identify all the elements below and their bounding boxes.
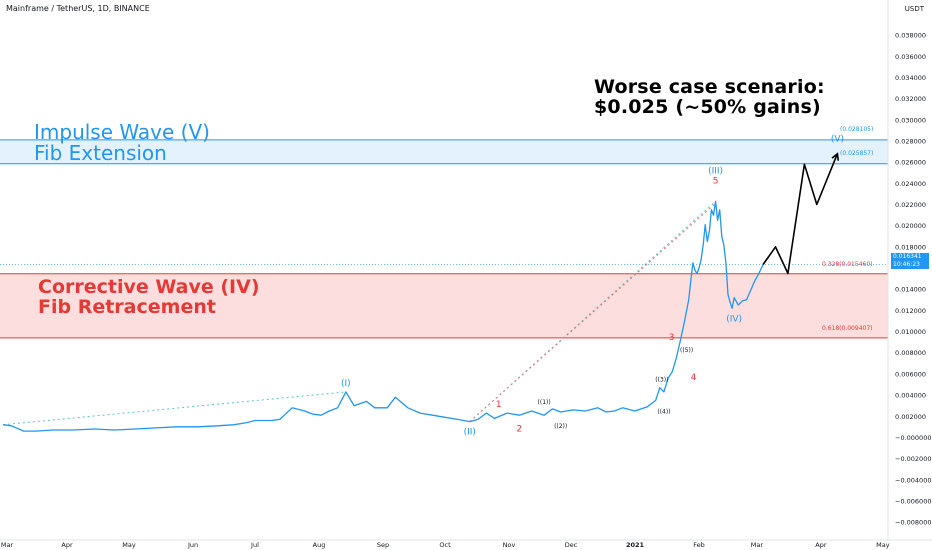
price-axis: 0.038000 0.036000 0.034000 0.032000 0.030000… xyxy=(887,0,931,540)
time-tick-label: Mar xyxy=(751,541,764,549)
time-tick-label: Oct xyxy=(439,541,451,549)
wave-label: (II) xyxy=(464,428,476,438)
wave-label: (V) xyxy=(831,135,844,145)
time-tick-label: Sep xyxy=(377,541,389,549)
wave-label: 5 xyxy=(713,176,719,186)
price-tick-label: 0.036000 xyxy=(895,53,926,61)
wave-label: 3 xyxy=(669,333,675,343)
price-tick-label: 0.004000 xyxy=(895,392,926,400)
impulse-wave-annotation: Impulse Wave (V) Fib Extension xyxy=(34,122,210,164)
projection-line xyxy=(762,153,839,275)
wave-label: ((2)) xyxy=(554,423,567,430)
wave-label: 2 xyxy=(516,424,522,434)
time-tick-label: Mar xyxy=(1,541,14,549)
price-tick-label: 0.028000 xyxy=(895,138,926,146)
wave-label: ((1)) xyxy=(538,399,551,406)
price-tick-label: −0.008000 xyxy=(895,519,931,527)
price-tick-label: 0.038000 xyxy=(895,32,926,40)
wave-label: ((3)) xyxy=(655,377,668,384)
time-tick-label: Apr xyxy=(815,541,827,549)
corrective-line-2: Fib Retracement xyxy=(38,295,216,318)
fib-zones xyxy=(0,139,888,339)
time-tick-label: Jul xyxy=(250,541,259,549)
price-tick-label: −0.002000 xyxy=(895,455,931,463)
price-tick-label: 0.008000 xyxy=(895,349,926,357)
time-tick-label: Nov xyxy=(503,541,516,549)
time-tick-label: Dec xyxy=(565,541,578,549)
price-tick-label: 0.026000 xyxy=(895,159,926,167)
worse-line-2: $0.025 (~50% gains) xyxy=(594,95,821,118)
corrective-wave-annotation: Corrective Wave (IV) Fib Retracement xyxy=(38,276,260,318)
wave-guide-lines xyxy=(0,200,888,426)
price-tick-label: 0.024000 xyxy=(895,180,926,188)
time-tick-label: Jun xyxy=(187,541,198,549)
time-tick-label: May xyxy=(876,541,890,549)
time-tick-label: Feb xyxy=(693,541,705,549)
impulse-zone xyxy=(0,139,888,164)
corrective-line-1: Corrective Wave (IV) xyxy=(38,276,260,298)
time-tick-label: Apr xyxy=(61,541,73,549)
price-tick-label: −0.004000 xyxy=(895,476,931,484)
wave-label: (IV) xyxy=(726,314,742,324)
worse-case-annotation: Worse case scenario: $0.025 (~50% gains) xyxy=(594,76,825,118)
price-tick-label: 0.018000 xyxy=(895,243,926,251)
price-tick-label: 0.012000 xyxy=(895,307,926,315)
time-tick-label: 2021 xyxy=(626,541,645,549)
time-axis: Mar Apr May Jun Jul Aug Sep Oct Nov Dec 2021 Feb Mar… xyxy=(0,539,932,549)
price-tick-label: 0.030000 xyxy=(895,116,926,124)
time-tick-label: Aug xyxy=(313,541,326,549)
fib-upper-top-label: (0.028105) xyxy=(840,126,874,133)
fib-lower-bottom-label: 0.618(0.009407) xyxy=(822,325,873,332)
price-tick-label: 0.002000 xyxy=(895,413,926,421)
price-line xyxy=(2,200,764,432)
corrective-zone xyxy=(0,273,888,338)
wave-labels: (I) (II) (III) (IV) (V) 1 2 3 4 5 ((1)) ((2)) ((3)) (… xyxy=(341,135,844,438)
price-tick-label: 0.006000 xyxy=(895,370,926,378)
worse-line-1: Worse case scenario: xyxy=(594,76,825,98)
price-tick-label: 0.020000 xyxy=(895,222,926,230)
wave-label: (III) xyxy=(708,166,723,176)
current-price-badge: 0.016341 10:46:23 xyxy=(891,253,929,269)
current-price-countdown: 10:46:23 xyxy=(893,261,920,268)
wave-label: ((4)) xyxy=(657,408,670,415)
fib-upper-bottom-label: (0.025857) xyxy=(840,150,874,157)
price-tick-label: −0.000000 xyxy=(895,434,931,442)
wave-label: 1 xyxy=(496,400,502,410)
price-tick-label: 0.010000 xyxy=(895,328,926,336)
wave-label: (I) xyxy=(341,379,351,389)
price-tick-label: 0.022000 xyxy=(895,201,926,209)
price-tick-label: 0.014000 xyxy=(895,286,926,294)
projection-arrowhead xyxy=(831,152,840,161)
currency-label[interactable]: USDT xyxy=(904,5,924,13)
price-tick-label: −0.006000 xyxy=(895,497,931,505)
price-series xyxy=(2,152,840,432)
time-tick-label: May xyxy=(122,541,136,549)
impulse-line-1: Impulse Wave (V) xyxy=(34,120,210,144)
price-tick-label: 0.034000 xyxy=(895,74,926,82)
fib-lower-top-label: 0.328(0.015460) xyxy=(822,261,873,268)
impulse-line-2: Fib Extension xyxy=(34,141,167,165)
price-tick-label: 0.032000 xyxy=(895,95,926,103)
symbol-title: Mainframe / TetherUS, 1D, BINANCE xyxy=(6,4,150,13)
wave-label: 4 xyxy=(691,373,697,383)
current-price-value: 0.016341 xyxy=(893,253,922,260)
wave-label: ((5)) xyxy=(680,347,693,354)
